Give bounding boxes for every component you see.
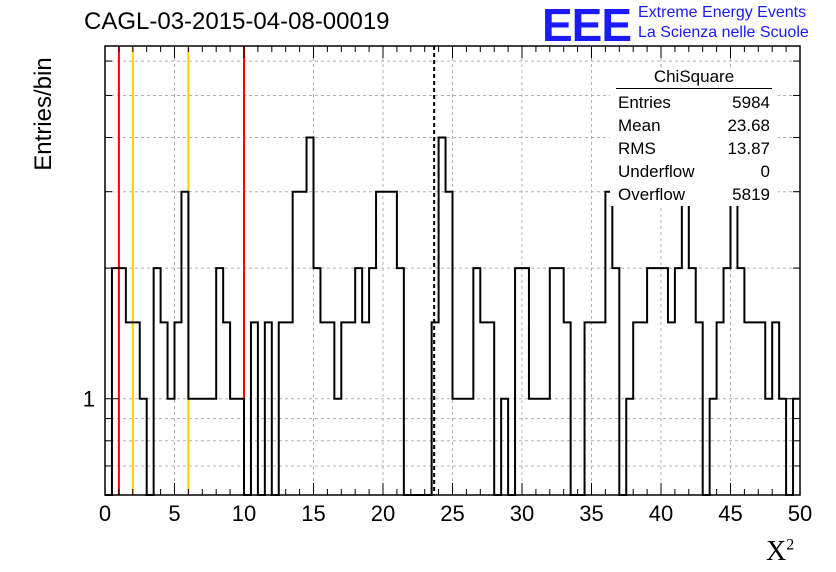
- stats-value: 5984: [732, 93, 770, 112]
- stats-box: ChiSquare Entries 5984 Mean 23.68 RMS 13.87 Un…: [610, 67, 778, 206]
- stats-value: 5819: [732, 185, 770, 204]
- x-tick-label: 30: [510, 501, 534, 526]
- x-axis-label: X2: [766, 536, 794, 568]
- y-tick-label: 1: [83, 387, 95, 412]
- x-tick-label: 35: [579, 501, 603, 526]
- stats-label: Overflow: [618, 185, 686, 204]
- stats-row: Overflow 5819: [610, 183, 778, 206]
- chart-title: CAGL-03-2015-04-08-00019: [84, 8, 390, 35]
- x-tick-label: 25: [440, 501, 464, 526]
- stats-value: 23.68: [727, 116, 770, 135]
- stats-title: ChiSquare: [616, 67, 772, 89]
- stats-label: Mean: [618, 116, 661, 135]
- logo-line-2: La Scienza nelle Scuole: [638, 24, 809, 41]
- stats-label: Underflow: [618, 162, 695, 181]
- logo-line-1: Extreme Energy Events: [638, 4, 807, 21]
- stats-label: RMS: [618, 139, 656, 158]
- stats-label: Entries: [618, 93, 671, 112]
- stats-value: 13.87: [727, 139, 770, 158]
- stats-row: RMS 13.87: [610, 137, 778, 160]
- stats-row: Underflow 0: [610, 160, 778, 183]
- x-tick-label: 0: [99, 501, 111, 526]
- x-tick-label: 20: [371, 501, 395, 526]
- x-axis-label-sup: 2: [786, 536, 795, 554]
- stats-value: 0: [760, 162, 770, 181]
- x-tick-label: 45: [718, 501, 742, 526]
- x-tick-label: 10: [232, 501, 256, 526]
- x-tick-label: 5: [168, 501, 180, 526]
- stats-row: Entries 5984: [610, 91, 778, 114]
- y-axis-label: Entries/bin: [30, 57, 57, 171]
- x-tick-label: 50: [788, 501, 812, 526]
- histogram-series: [105, 136, 800, 496]
- x-tick-label: 40: [649, 501, 673, 526]
- x-tick-label: 15: [301, 501, 325, 526]
- stats-row: Mean 23.68: [610, 114, 778, 137]
- x-axis-label-main: X: [766, 536, 787, 567]
- logo-mark: EEE: [542, 0, 632, 51]
